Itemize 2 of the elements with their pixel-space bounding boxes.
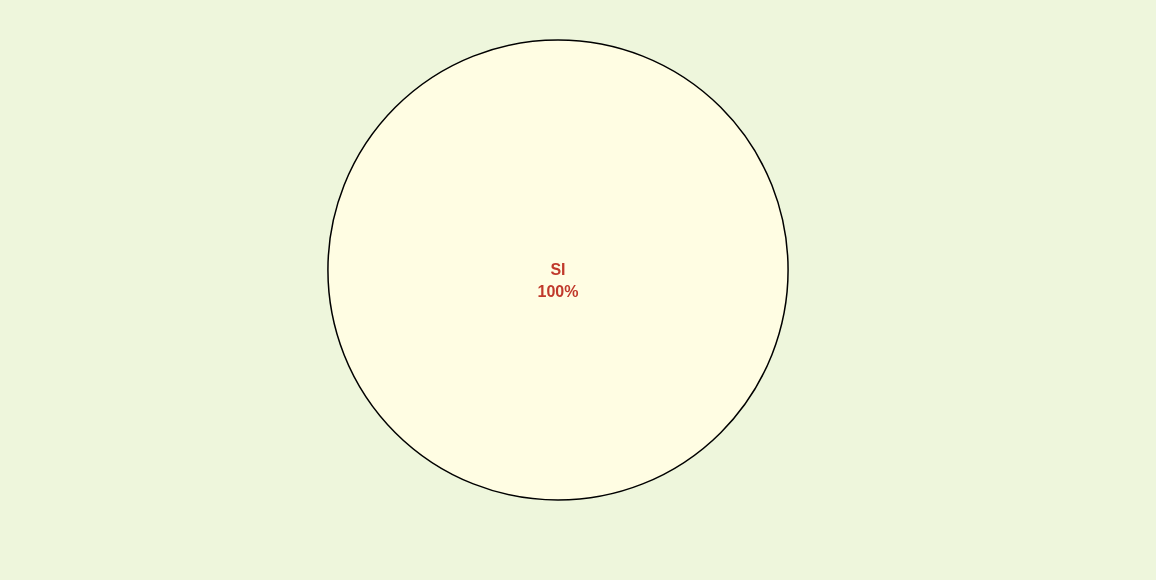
slice-label: SI [550, 261, 566, 278]
data-label: 100% [537, 283, 579, 300]
